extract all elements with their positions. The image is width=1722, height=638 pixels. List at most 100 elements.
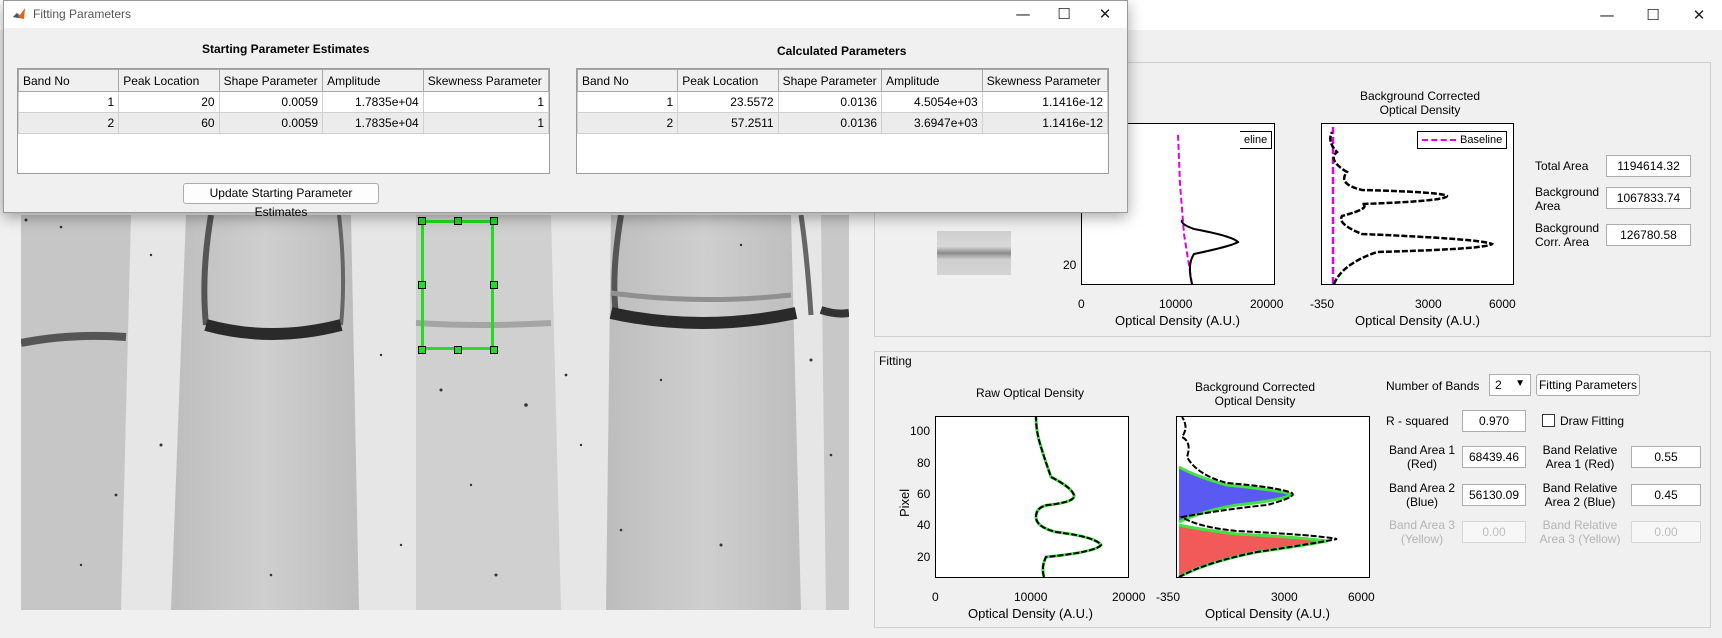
table-cell[interactable]: 4.5054e+03: [881, 91, 983, 113]
selection-box[interactable]: [421, 220, 494, 350]
x-tick: 6000: [1348, 590, 1375, 604]
gel-image-graphic: [21, 215, 849, 610]
bgc-od-curve: [1329, 124, 1495, 284]
selection-handle[interactable]: [454, 217, 462, 225]
relative-area-2-label: Band Relative Area 2 (Blue): [1542, 481, 1618, 509]
column-header[interactable]: Band No: [577, 69, 679, 92]
bgc-area-label: Background Corr. Area: [1535, 221, 1600, 249]
y-tick: 60: [917, 487, 931, 501]
column-header[interactable]: Shape Parameter: [777, 69, 883, 92]
relative-area-1-field[interactable]: 0.55: [1631, 446, 1701, 468]
table-row[interactable]: 2 60 0.0059 1.7835e+04 1: [18, 112, 549, 134]
table-cell[interactable]: 1: [422, 91, 549, 113]
table-cell[interactable]: 2: [577, 112, 679, 134]
table-row[interactable]: 1 23.5572 0.0136 4.5054e+03 1.1416e-12: [577, 91, 1108, 113]
fitting-parameters-button[interactable]: Fitting Parameters: [1536, 374, 1640, 396]
dialog-minimize-button[interactable]: —: [1015, 5, 1031, 23]
bgc-fit-plot-title: Background Corrected Optical Density: [1194, 380, 1316, 408]
bgc-fit-plot: [1176, 416, 1370, 578]
table-cell[interactable]: 1: [422, 112, 549, 134]
starting-estimates-table[interactable]: Band No Peak Location Shape Parameter Am…: [17, 68, 550, 174]
table-cell[interactable]: 2: [18, 112, 120, 134]
main-maximize-button[interactable]: ☐: [1646, 6, 1660, 24]
main-minimize-button[interactable]: —: [1599, 6, 1615, 24]
fitting-panel-title: Fitting: [879, 354, 912, 368]
r-squared-field[interactable]: 0.970: [1462, 410, 1526, 432]
table-cell[interactable]: 60: [118, 112, 220, 134]
crop-thumbnail: [937, 231, 1011, 275]
table-cell[interactable]: 23.5572: [677, 91, 779, 113]
column-header[interactable]: Skewness Parameter: [422, 69, 549, 92]
x-tick: 0: [932, 590, 939, 604]
draw-fitting-checkbox[interactable]: [1542, 414, 1555, 427]
x-tick: -350: [1156, 590, 1181, 604]
table-cell[interactable]: 1.1416e-12: [981, 112, 1108, 134]
total-area-label: Total Area: [1535, 159, 1589, 173]
table-cell[interactable]: 57.2511: [677, 112, 779, 134]
starting-estimates-title: Starting Parameter Estimates: [202, 42, 370, 56]
selection-handle[interactable]: [454, 346, 462, 354]
band-area-2-field[interactable]: 56130.09: [1462, 484, 1526, 506]
x-tick: 0: [1078, 297, 1085, 311]
calculated-parameters-table[interactable]: Band No Peak Location Shape Parameter Am…: [576, 68, 1109, 174]
table-cell[interactable]: 1: [18, 91, 120, 113]
optical-density-panel: eline 20 0 10000 20000 Optical Density (…: [874, 62, 1711, 337]
x-tick: 3000: [1415, 297, 1442, 311]
gel-image[interactable]: [21, 215, 849, 610]
table-row[interactable]: 2 57.2511 0.0136 3.6947e+03 1.1416e-12: [577, 112, 1108, 134]
dialog-titlebar: Fitting Parameters — ☐ ✕: [4, 1, 1127, 28]
selection-handle[interactable]: [490, 217, 498, 225]
column-header[interactable]: Amplitude: [881, 69, 983, 92]
table-row[interactable]: 1 20 0.0059 1.7835e+04 1: [18, 91, 549, 113]
dialog-maximize-button[interactable]: ☐: [1057, 5, 1071, 23]
table-cell[interactable]: 0.0136: [777, 112, 883, 134]
column-header[interactable]: Band No: [18, 69, 120, 92]
selection-handle[interactable]: [418, 346, 426, 354]
selection-handle[interactable]: [418, 217, 426, 225]
y-tick: 100: [910, 424, 931, 438]
table-cell[interactable]: 3.6947e+03: [881, 112, 983, 134]
table-cell[interactable]: 1.7835e+04: [322, 112, 424, 134]
dialog-title: Fitting Parameters: [33, 7, 132, 21]
update-estimates-button[interactable]: Update Starting Parameter Estimates: [183, 183, 379, 219]
table-cell[interactable]: 1: [577, 91, 679, 113]
relative-area-3-label: Band Relative Area 3 (Yellow): [1539, 518, 1621, 546]
table-cell[interactable]: 0.0059: [218, 91, 324, 113]
main-close-button[interactable]: ✕: [1692, 6, 1706, 24]
band-area-1-field[interactable]: 68439.46: [1462, 446, 1526, 468]
background-area-label: Background Area: [1535, 185, 1600, 213]
column-header[interactable]: Peak Location: [677, 69, 779, 92]
y-tick: 20: [917, 550, 931, 564]
table-cell[interactable]: 20: [118, 91, 220, 113]
bgc-area-field[interactable]: 126780.58: [1606, 224, 1691, 246]
x-axis-label: Optical Density (A.U.): [968, 606, 1093, 621]
background-area-field[interactable]: 1067833.74: [1606, 187, 1691, 209]
x-axis-label: Optical Density (A.U.): [1355, 313, 1480, 328]
column-header[interactable]: Shape Parameter: [218, 69, 324, 92]
raw-fit-plot-title: Raw Optical Density: [975, 386, 1085, 400]
matlab-icon: [12, 7, 26, 21]
bgc-od-plot: [1321, 123, 1514, 285]
total-area-field[interactable]: 1194614.32: [1606, 155, 1691, 177]
selection-handle[interactable]: [418, 281, 426, 289]
selection-handle[interactable]: [490, 346, 498, 354]
table-cell[interactable]: 0.0059: [218, 112, 324, 134]
relative-area-3-field: 0.00: [1631, 521, 1701, 543]
column-header[interactable]: Amplitude: [322, 69, 424, 92]
table-cell[interactable]: 1.7835e+04: [322, 91, 424, 113]
table-cell[interactable]: 0.0136: [777, 91, 883, 113]
selection-handle[interactable]: [490, 281, 498, 289]
x-tick: 10000: [1159, 297, 1193, 311]
number-of-bands-select[interactable]: 2 ▼: [1489, 374, 1531, 396]
column-header[interactable]: Peak Location: [118, 69, 220, 92]
calculated-parameters-title: Calculated Parameters: [777, 44, 907, 58]
band-area-2-label: Band Area 2 (Blue): [1388, 481, 1456, 509]
table-cell[interactable]: 1.1416e-12: [981, 91, 1108, 113]
chevron-down-icon: ▼: [1515, 378, 1525, 389]
dialog-close-button[interactable]: ✕: [1098, 5, 1112, 23]
column-header[interactable]: Skewness Parameter: [981, 69, 1108, 92]
bgc-fit-curve: [1178, 417, 1338, 577]
number-of-bands-label: Number of Bands: [1386, 379, 1480, 393]
raw-plot-legend: eline: [1240, 131, 1273, 149]
relative-area-2-field[interactable]: 0.45: [1631, 484, 1701, 506]
